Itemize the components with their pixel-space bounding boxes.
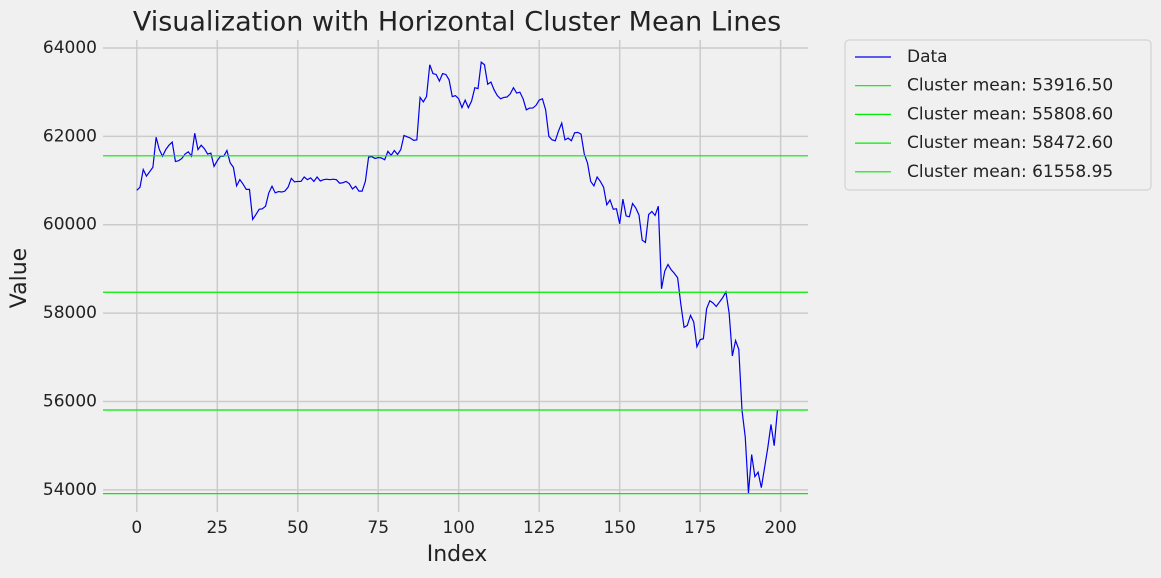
legend-label: Cluster mean: 55808.60 — [907, 104, 1113, 124]
x-tick-label: 200 — [764, 518, 796, 538]
legend-label: Cluster mean: 61558.95 — [907, 162, 1113, 182]
x-tick-label: 25 — [206, 518, 228, 538]
chart-title: Visualization with Horizontal Cluster Me… — [133, 7, 781, 38]
x-tick-label: 125 — [523, 518, 555, 538]
legend-box — [844, 39, 1152, 191]
y-tick-label: 54000 — [43, 480, 97, 500]
data-line — [136, 60, 779, 494]
x-tick-label: 0 — [131, 518, 142, 538]
legend-label: Cluster mean: 53916.50 — [907, 76, 1113, 96]
x-tick-label: 150 — [603, 518, 635, 538]
y-axis-label: Value — [7, 248, 32, 308]
x-tick-label: 50 — [287, 518, 309, 538]
y-tick-label: 58000 — [43, 303, 97, 323]
legend-label: Data — [907, 47, 948, 67]
x-tick-label: 100 — [442, 518, 474, 538]
x-tick-label: 175 — [684, 518, 716, 538]
y-tick-label: 60000 — [43, 215, 97, 235]
y-tick-label: 56000 — [43, 392, 97, 412]
legend-label: Cluster mean: 58472.60 — [907, 133, 1113, 153]
x-axis-label: Index — [427, 542, 488, 567]
y-tick-label: 62000 — [43, 126, 97, 146]
x-tick-label: 75 — [367, 518, 389, 538]
y-tick-label: 64000 — [43, 38, 97, 58]
